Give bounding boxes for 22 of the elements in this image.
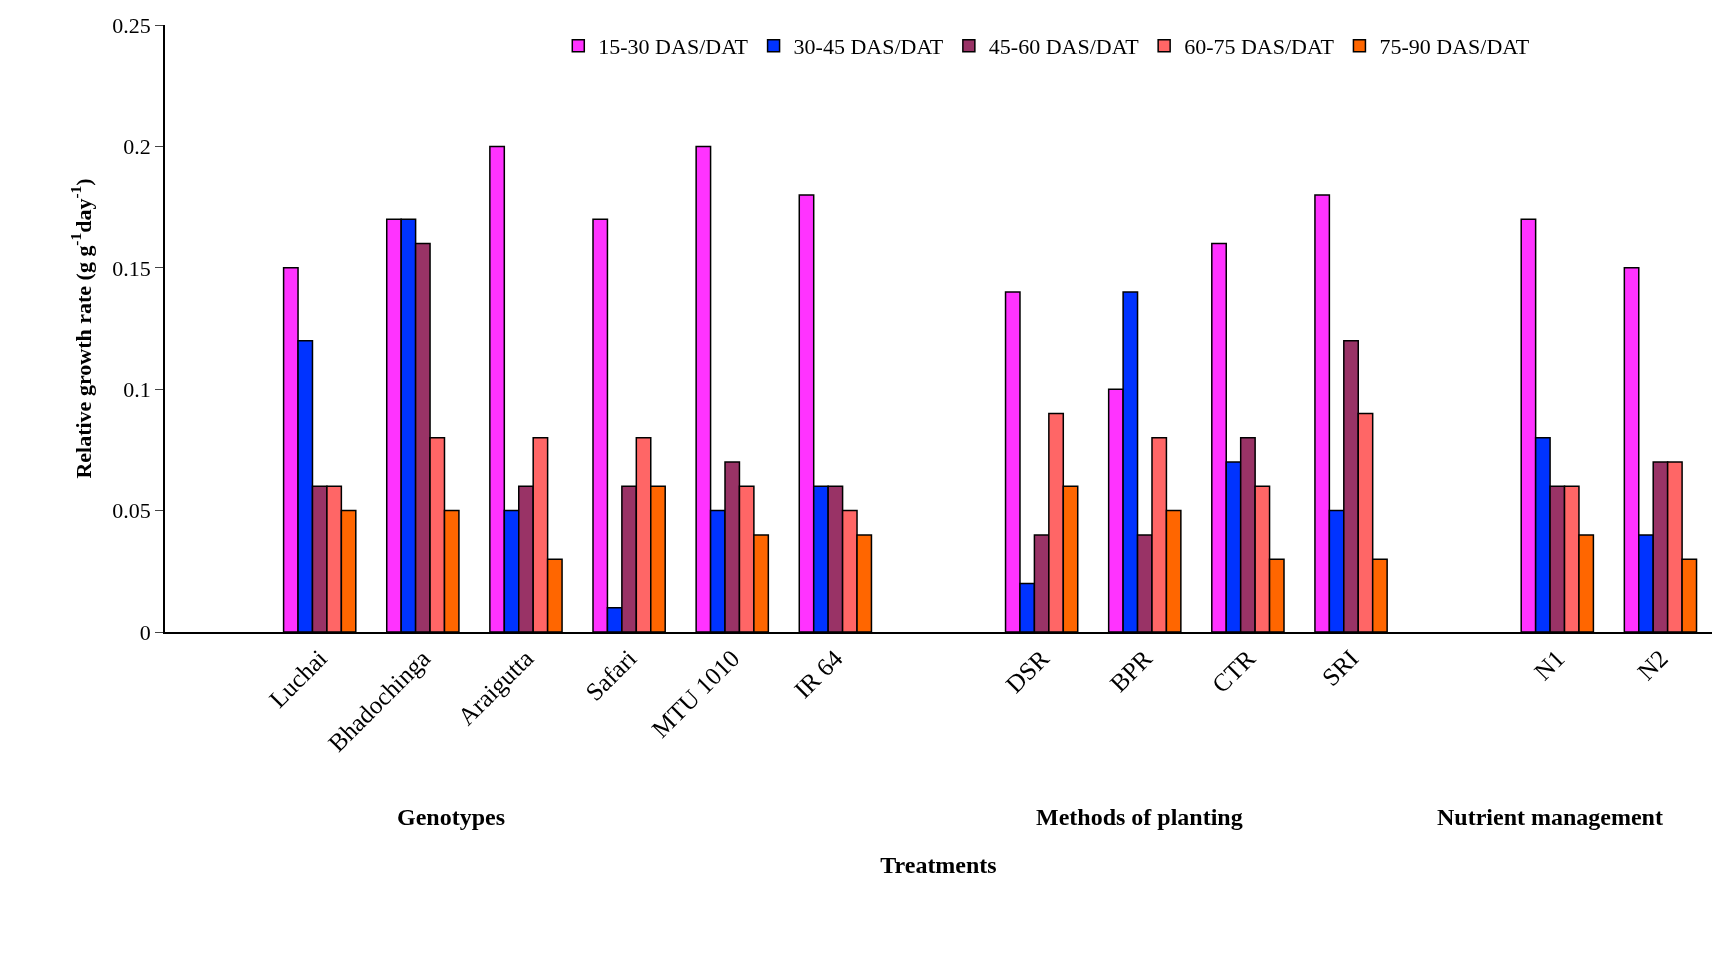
- text: Genotypes: [397, 804, 505, 830]
- x-tick-label: DSR: [1000, 644, 1055, 699]
- legend-label: 30-45 DAS/DAT: [793, 34, 944, 60]
- y-tick-label: 0.15: [112, 255, 151, 281]
- x-tick-label: BPR: [1104, 644, 1158, 698]
- x-tick-label: CTR: [1206, 644, 1261, 699]
- text: Methods of planting: [1036, 804, 1243, 830]
- legend-label: 60-75 DAS/DAT: [1184, 34, 1335, 60]
- x-tick-label: N2: [1632, 644, 1673, 686]
- y-tick-label: 0.25: [112, 12, 151, 38]
- x-tick-label: SRI: [1316, 644, 1364, 692]
- legend-label: 45-60 DAS/DAT: [988, 34, 1140, 60]
- y-tick-label: 0: [139, 619, 151, 645]
- y-tick-label: 0.1: [123, 376, 151, 402]
- x-axis-title: Treatments: [880, 851, 997, 878]
- y-tick-label: 0.05: [112, 498, 151, 524]
- legend-label: 15-30 DAS/DAT: [598, 34, 749, 60]
- legend-label: 75-90 DAS/DAT: [1379, 34, 1530, 60]
- x-tick-label: IR 64: [788, 644, 849, 704]
- text: Nutrient management: [1437, 804, 1663, 830]
- y-tick-label: 0.2: [123, 134, 151, 160]
- x-tick-label: N1: [1528, 644, 1570, 686]
